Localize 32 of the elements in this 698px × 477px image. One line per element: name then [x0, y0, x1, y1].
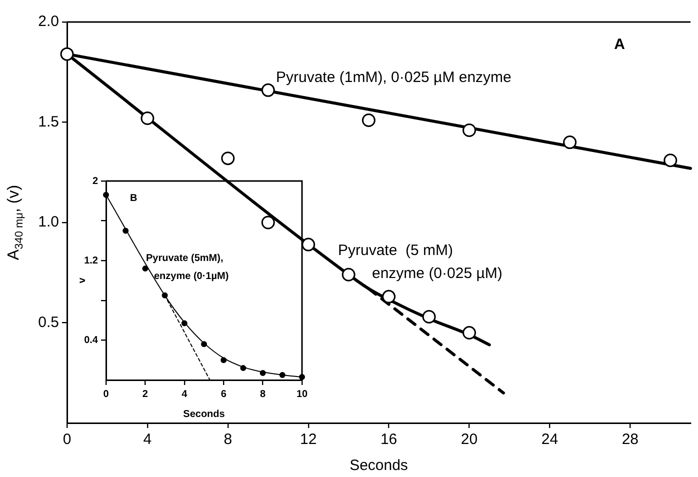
annotation: Pyruvate (1mM), 0·025 µM enzyme — [276, 69, 512, 86]
x-tick-label: 10 — [296, 388, 308, 400]
y-tick-label: 0.4 — [84, 334, 98, 346]
x-tick-label: 2 — [142, 388, 148, 400]
annotation: B — [130, 192, 138, 204]
x-tick-label: 12 — [300, 431, 317, 448]
x-tick-label: 4 — [143, 431, 152, 448]
x-tick-label: 8 — [224, 431, 232, 448]
y-tick-label: 1.2 — [84, 255, 98, 266]
annotation: A — [614, 36, 626, 54]
y-tick-label: 2 — [92, 176, 98, 187]
annotation: enzyme (0·1µM) — [154, 270, 229, 282]
y-tick-label: 1.0 — [38, 214, 59, 231]
y-axis-title: v — [76, 277, 88, 284]
annotation: enzyme (0·025 µM) — [372, 265, 502, 282]
y-tick-label: 0.5 — [38, 314, 59, 331]
x-tick-label: 0 — [62, 431, 72, 448]
x-tick-label: 8 — [260, 388, 266, 400]
x-tick-label: 24 — [541, 431, 558, 448]
x-axis-title: Seconds — [183, 408, 226, 420]
x-tick-label: 4 — [182, 388, 188, 400]
x-tick-label: 20 — [460, 431, 478, 448]
y-tick-label: 2.0 — [38, 13, 59, 30]
annotation: Pyruvate (5mM), — [146, 252, 224, 264]
x-tick-label: 28 — [622, 431, 639, 448]
y-tick-label: 1.5 — [38, 113, 59, 130]
annotation: Pyruvate (5 mM) — [338, 242, 454, 260]
y-axis-title: A340 mμ, (v) — [5, 184, 26, 260]
x-tick-label: 6 — [220, 388, 227, 400]
x-axis-title: Seconds — [350, 457, 408, 474]
x-tick-label: 16 — [380, 431, 398, 448]
x-tick-label: 0 — [103, 388, 110, 400]
